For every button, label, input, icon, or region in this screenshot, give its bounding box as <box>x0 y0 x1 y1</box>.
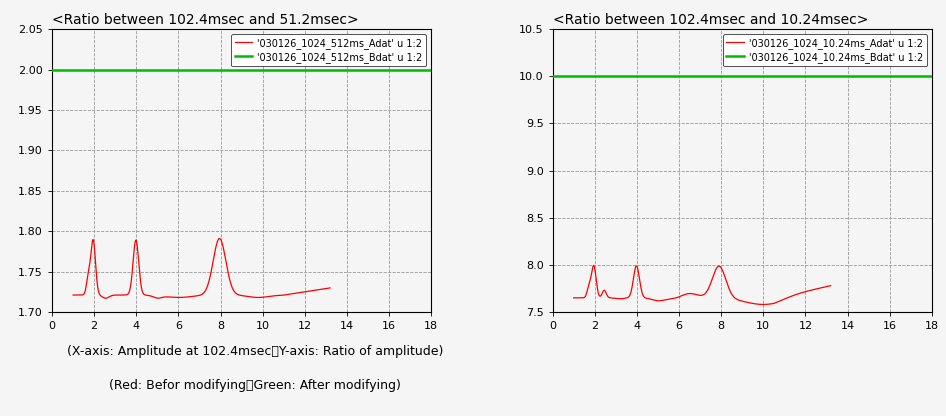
'030126_1024_10.24ms_Bdat' u 1:2 <box>568 74 579 79</box>
'030126_1024_512ms_Adat' u 1:2 <box>292 290 304 295</box>
Line: '030126_1024_512ms_Adat' u 1:2: '030126_1024_512ms_Adat' u 1:2 <box>73 238 330 298</box>
'030126_1024_10.24ms_Adat' u 1:2 <box>677 292 689 297</box>
'030126_1024_10.24ms_Adat' u 1:2 <box>568 295 579 300</box>
'030126_1024_10.24ms_Adat' u 1:2 <box>758 302 769 307</box>
'030126_1024_512ms_Adat' u 1:2 <box>112 292 123 297</box>
'030126_1024_512ms_Adat' u 1:2 <box>177 295 188 300</box>
Legend: '030126_1024_10.24ms_Adat' u 1:2, '030126_1024_10.24ms_Bdat' u 1:2: '030126_1024_10.24ms_Adat' u 1:2, '03012… <box>723 34 927 67</box>
'030126_1024_10.24ms_Adat' u 1:2 <box>820 284 832 289</box>
'030126_1024_10.24ms_Adat' u 1:2 <box>613 296 624 301</box>
'030126_1024_512ms_Adat' u 1:2 <box>100 296 112 301</box>
Line: '030126_1024_10.24ms_Adat' u 1:2: '030126_1024_10.24ms_Adat' u 1:2 <box>573 265 831 305</box>
'030126_1024_512ms_Adat' u 1:2 <box>166 295 178 300</box>
Text: (Red: Befor modifying、Green: After modifying): (Red: Befor modifying、Green: After modif… <box>110 379 401 391</box>
'030126_1024_10.24ms_Adat' u 1:2 <box>825 283 836 288</box>
'030126_1024_512ms_Adat' u 1:2 <box>214 236 225 241</box>
'030126_1024_10.24ms_Adat' u 1:2 <box>793 291 804 296</box>
'030126_1024_512ms_Adat' u 1:2 <box>320 286 331 291</box>
Text: <Ratio between 102.4msec and 10.24msec>: <Ratio between 102.4msec and 10.24msec> <box>552 12 868 27</box>
'030126_1024_512ms_Bdat' u 1:2 <box>46 67 58 72</box>
'030126_1024_10.24ms_Bdat' u 1:2 <box>547 74 558 79</box>
Text: (X-axis: Amplitude at 102.4msec、Y-axis: Ratio of amplitude): (X-axis: Amplitude at 102.4msec、Y-axis: … <box>67 345 444 358</box>
'030126_1024_512ms_Adat' u 1:2 <box>324 285 336 290</box>
'030126_1024_10.24ms_Adat' u 1:2 <box>597 289 608 294</box>
'030126_1024_10.24ms_Adat' u 1:2 <box>667 296 678 301</box>
'030126_1024_10.24ms_Adat' u 1:2 <box>588 263 600 268</box>
'030126_1024_512ms_Adat' u 1:2 <box>67 292 79 297</box>
'030126_1024_512ms_Bdat' u 1:2 <box>67 67 79 72</box>
'030126_1024_512ms_Adat' u 1:2 <box>96 295 108 300</box>
Legend: '030126_1024_512ms_Adat' u 1:2, '030126_1024_512ms_Bdat' u 1:2: '030126_1024_512ms_Adat' u 1:2, '030126_… <box>231 34 427 67</box>
Text: <Ratio between 102.4msec and 51.2msec>: <Ratio between 102.4msec and 51.2msec> <box>52 12 359 27</box>
